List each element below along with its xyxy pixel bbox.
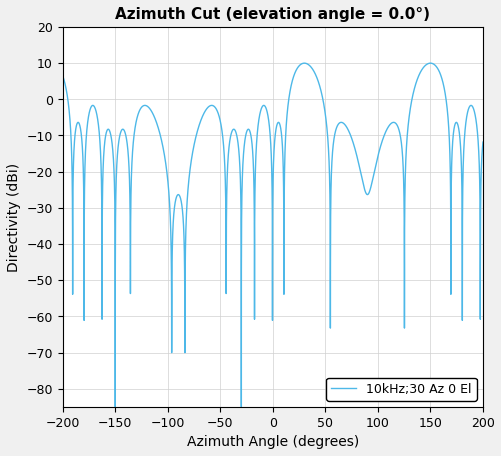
Legend: 10kHz;30 Az 0 El: 10kHz;30 Az 0 El <box>326 378 476 400</box>
Title: Azimuth Cut (elevation angle = 0.0°): Azimuth Cut (elevation angle = 0.0°) <box>115 7 430 22</box>
Y-axis label: Directivity (dBi): Directivity (dBi) <box>7 162 21 272</box>
X-axis label: Azimuth Angle (degrees): Azimuth Angle (degrees) <box>186 435 358 449</box>
